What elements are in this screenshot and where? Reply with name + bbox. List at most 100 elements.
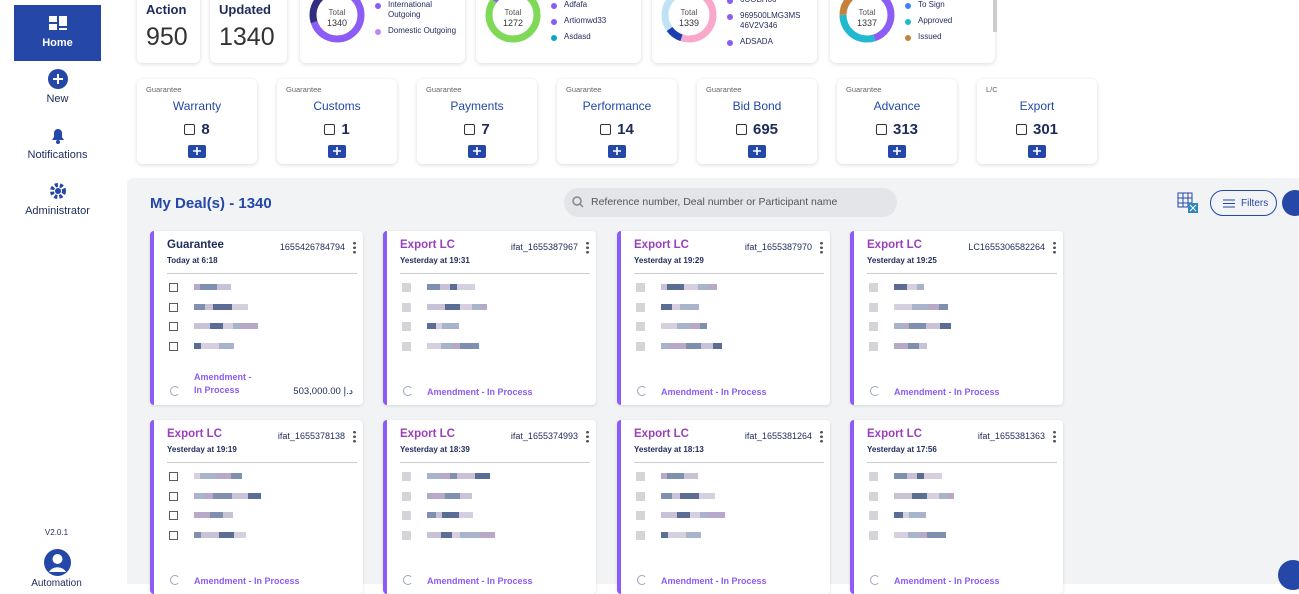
deal-card[interactable]: Export LC ifat_1655374993 Yesterday at 18:… (383, 420, 596, 594)
search-box[interactable]: Reference number, Deal number or Partici… (564, 188, 897, 217)
blurred-text (661, 531, 668, 538)
product-card[interactable]: Guarantee Payments 7 (417, 79, 537, 164)
legend-dot (375, 3, 381, 9)
donut-segment (485, 0, 541, 43)
view-toggle[interactable] (1282, 190, 1299, 216)
add-button[interactable] (748, 145, 766, 158)
add-button[interactable] (468, 145, 486, 158)
deal-date: Yesterday at 17:56 (867, 445, 937, 454)
legend-label: Asdasd (564, 32, 591, 41)
blurred-text (440, 284, 450, 290)
product-count: 14 (617, 121, 634, 138)
field-icon (169, 511, 178, 520)
product-count-row: 7 (417, 121, 537, 139)
product-card[interactable]: Guarantee Performance 14 (557, 79, 677, 164)
blurred-text (894, 323, 903, 329)
status-icon (870, 386, 880, 396)
blurred-text (205, 492, 213, 499)
blurred-text (699, 492, 715, 499)
deal-status: Amendment - In Process (427, 576, 533, 586)
product-card[interactable]: Guarantee Customs 1 (277, 79, 397, 164)
kebab-menu[interactable] (1053, 241, 1056, 254)
legend-label: Adfafa (564, 0, 588, 9)
status-icon (403, 386, 413, 396)
kebab-menu[interactable] (353, 241, 356, 254)
field-icon (636, 283, 645, 292)
product-card[interactable]: Guarantee Bid Bond 695 (697, 79, 817, 164)
add-button[interactable] (328, 145, 346, 158)
blurred-text (701, 342, 713, 349)
blurred-text (234, 531, 246, 538)
blurred-text (667, 473, 684, 479)
blurred-text (481, 303, 487, 310)
field-icon (636, 530, 645, 540)
add-button[interactable] (888, 145, 906, 158)
blurred-text (194, 284, 200, 290)
blurred-text (194, 512, 210, 518)
add-button[interactable] (608, 145, 626, 158)
filters-button[interactable]: Filters (1210, 190, 1277, 216)
blurred-text (223, 323, 233, 329)
product-card[interactable]: Guarantee Warranty 8 (137, 79, 257, 164)
blurred-text (661, 492, 672, 499)
donut-total-label: Total (329, 8, 346, 17)
chat-button[interactable] (1278, 560, 1299, 590)
blurred-text (194, 473, 200, 479)
blurred-text (661, 284, 667, 290)
product-card[interactable]: Guarantee Advance 313 (837, 79, 957, 164)
product-name: Performance (582, 99, 652, 113)
blurred-text (436, 512, 442, 518)
kebab-menu[interactable] (820, 430, 823, 443)
blurred-text (427, 284, 440, 290)
deal-card[interactable]: Export LC ifat_1655381264 Yesterday at 18:… (617, 420, 830, 594)
product-icon (875, 124, 887, 135)
deal-reference: ifat_1655387967 (510, 242, 578, 252)
field-icon (636, 322, 645, 331)
kebab-menu[interactable] (353, 430, 356, 443)
field-icon (869, 491, 878, 501)
nav-administrator[interactable]: Administrator (14, 173, 101, 229)
blurred-text (909, 323, 926, 329)
sidebar: Home New Notifications Administrator V2.… (0, 0, 113, 589)
add-button[interactable] (1028, 145, 1046, 158)
deal-reference: ifat_1655381363 (977, 431, 1045, 441)
blurred-text (442, 323, 459, 329)
avatar[interactable] (44, 549, 71, 576)
kebab-menu[interactable] (586, 241, 589, 254)
blurred-text (233, 323, 240, 329)
deal-type: Export LC (167, 428, 222, 440)
blurred-text (919, 342, 927, 349)
filter-icon (1223, 199, 1235, 208)
field-icon (636, 302, 645, 312)
nav-new[interactable]: New (14, 61, 101, 117)
deal-card[interactable]: Guarantee 1655426784794 Today at 6:18 Amend… (150, 231, 363, 405)
blurred-text (427, 323, 436, 329)
deal-card[interactable]: Export LC LC1655306582264 Yesterday at 19:… (850, 231, 1063, 405)
add-button[interactable] (188, 145, 206, 158)
donut-segment (839, 0, 895, 43)
deal-card[interactable]: Export LC ifat_1655381363 Yesterday at 17:… (850, 420, 1063, 594)
kebab-menu[interactable] (586, 430, 589, 443)
blurred-text (205, 303, 213, 310)
product-card[interactable]: L/C Export 301 (977, 79, 1097, 164)
deal-reference: LC1655306582264 (968, 242, 1045, 252)
blurred-text (894, 303, 912, 310)
blurred-text (700, 323, 707, 329)
nav-home[interactable]: Home (14, 5, 101, 61)
excel-export[interactable] (1177, 192, 1199, 214)
field-icon (402, 341, 411, 351)
deal-type: Export LC (400, 428, 455, 440)
blurred-text (475, 473, 490, 479)
deal-card[interactable]: Export LC ifat_1655387970 Yesterday at 19:… (617, 231, 830, 405)
deal-card[interactable]: Export LC ifat_1655378138 Yesterday at 19:… (150, 420, 363, 594)
kebab-menu[interactable] (820, 241, 823, 254)
kebab-menu[interactable] (1053, 430, 1056, 443)
scrollbar (993, 0, 997, 32)
separator (634, 273, 824, 274)
product-icon (324, 124, 336, 135)
nav-notifications[interactable]: Notifications (14, 117, 101, 173)
blurred-text (217, 473, 231, 479)
deal-card[interactable]: Export LC ifat_1655387967 Yesterday at 19:… (383, 231, 596, 405)
blurred-text (479, 531, 495, 538)
